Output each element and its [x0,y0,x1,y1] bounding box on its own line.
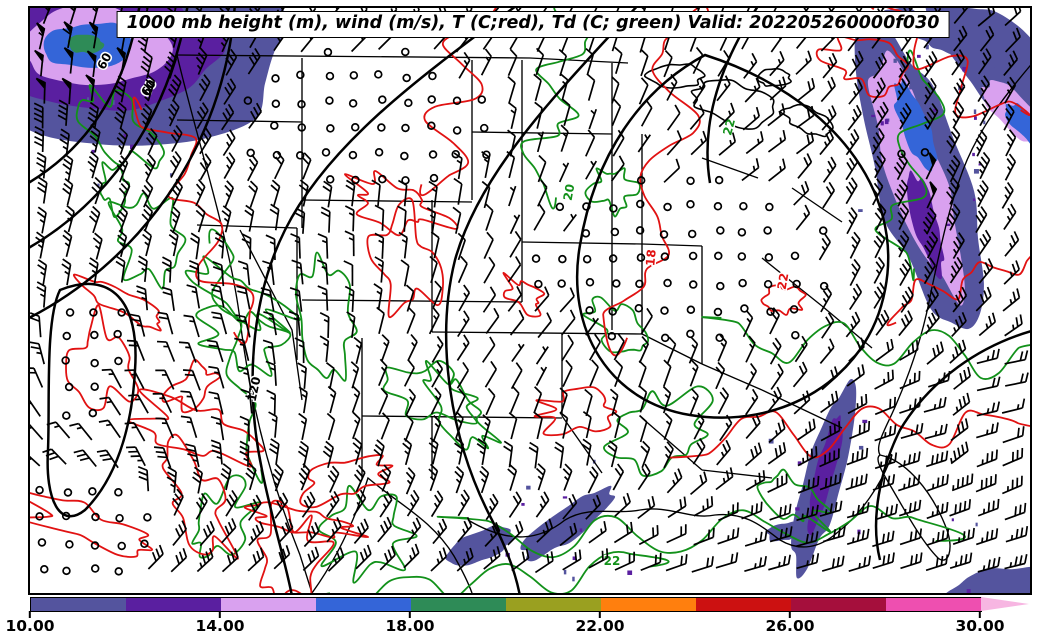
colorbar-swatches [30,596,982,612]
map-plot-area: 60 60 120 18 22 20 22 22 1000 mb height (m), wi… [28,6,1032,595]
colorbar-segment [221,597,316,611]
colorbar-segment [31,597,126,611]
svg-text:22: 22 [604,554,621,568]
colorbar-extend-arrow [981,597,1029,611]
svg-text:20: 20 [561,183,578,202]
colorbar-segment [601,597,696,611]
colorbar-tick [408,611,412,618]
svg-text:22: 22 [720,117,738,137]
svg-text:18: 18 [643,249,658,267]
svg-text:22: 22 [775,272,792,291]
svg-text:120: 120 [245,375,264,402]
map-title: 1000 mb height (m), wind (m/s), T (C;red… [116,11,950,38]
colorbar-tick [978,611,982,618]
colorbar-tick-label: 18.00 [385,617,435,635]
colorbar-tick [598,611,602,618]
colorbar-tick-label: 10.00 [5,617,55,635]
colorbar-segment [316,597,411,611]
colorbar-tick-label: 14.00 [195,617,245,635]
colorbar-segment [506,597,601,611]
colorbar-segment [791,597,886,611]
colorbar-tick-label: 26.00 [765,617,815,635]
colorbar-segment [411,597,506,611]
colorbar-band [30,596,1037,612]
colorbar: 10.00 14.00 18.00 22.00 26.00 30.00 [5,596,1037,639]
colorbar-tick-label: 30.00 [955,617,1005,635]
colorbar-tick [28,611,32,618]
colorbar-tick [218,611,222,618]
colorbar-segment [696,597,791,611]
colorbar-tick-label: 22.00 [575,617,625,635]
colorbar-segment [126,597,221,611]
colorbar-segment [886,597,981,611]
colorbar-tick [788,611,792,618]
